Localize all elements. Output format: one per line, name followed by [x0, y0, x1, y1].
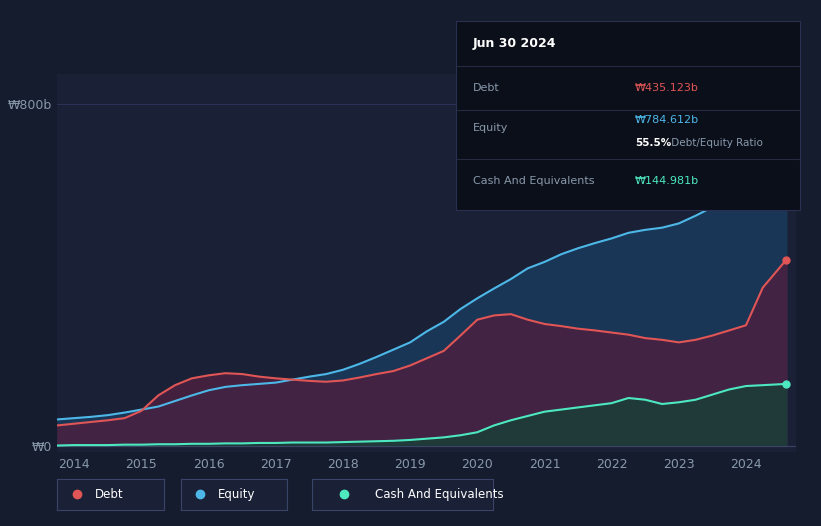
Text: ₩784.612b: ₩784.612b	[635, 115, 699, 125]
Text: Debt/Equity Ratio: Debt/Equity Ratio	[667, 138, 763, 148]
Text: Jun 30 2024: Jun 30 2024	[473, 37, 557, 50]
Text: ₩435.123b: ₩435.123b	[635, 83, 699, 93]
Text: 55.5%: 55.5%	[635, 138, 672, 148]
Text: Equity: Equity	[473, 123, 508, 133]
Text: ₩144.981b: ₩144.981b	[635, 176, 699, 186]
Text: Cash And Equivalents: Cash And Equivalents	[473, 176, 594, 186]
Text: Equity: Equity	[218, 488, 255, 501]
Text: Debt: Debt	[473, 83, 500, 93]
Text: Debt: Debt	[95, 488, 123, 501]
Text: Cash And Equivalents: Cash And Equivalents	[375, 488, 504, 501]
